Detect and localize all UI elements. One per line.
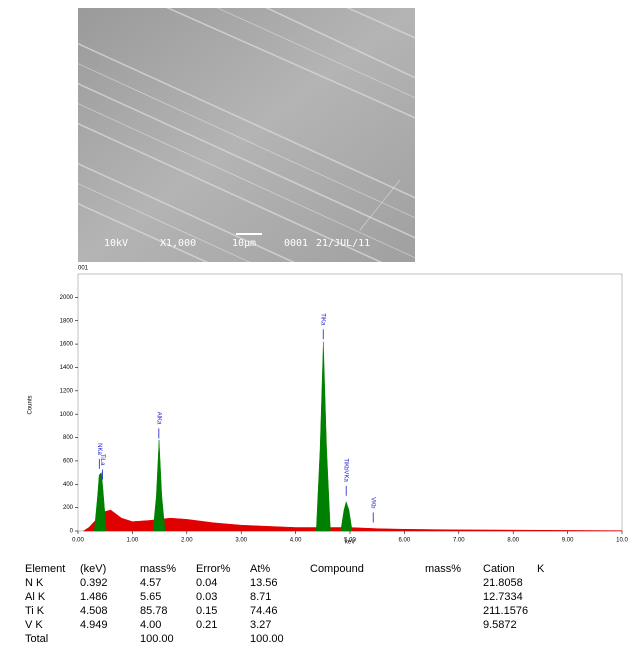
table-cell: Total xyxy=(25,633,48,645)
table-cell: 0.21 xyxy=(196,619,217,631)
table-cell: 4.57 xyxy=(140,577,161,589)
table-header: At% xyxy=(250,563,270,575)
x-axis-label: keV xyxy=(345,540,355,546)
table-cell: 9.5872 xyxy=(483,619,517,631)
x-tick-label: 1.00 xyxy=(127,538,139,544)
table-cell: 3.27 xyxy=(250,619,271,631)
table-cell: 100.00 xyxy=(140,633,174,645)
table-header: Element xyxy=(25,563,65,575)
table-cell: Ti K xyxy=(25,605,45,617)
x-tick-label: 3.00 xyxy=(235,538,247,544)
peak-label: TiLa xyxy=(99,454,105,466)
table-cell: 100.00 xyxy=(250,633,284,645)
table-cell: 4.508 xyxy=(80,605,108,617)
y-tick-label: 1000 xyxy=(60,412,74,418)
table-cell: 8.71 xyxy=(250,591,271,603)
table-cell: Al K xyxy=(25,591,46,603)
x-tick-label: 5.00 xyxy=(344,538,356,544)
x-tick-label: 6.00 xyxy=(399,538,411,544)
x-tick-label: 7.00 xyxy=(453,538,465,544)
table-cell: 0.03 xyxy=(196,591,217,603)
sem-caption: X1,000 xyxy=(160,238,196,249)
y-tick-label: 200 xyxy=(63,505,74,511)
peak-label: AlKa xyxy=(155,412,161,425)
spectrum-area xyxy=(340,500,353,532)
table-cell: 1.486 xyxy=(80,591,108,603)
table-cell: 4.00 xyxy=(140,619,161,631)
table-header: mass% xyxy=(140,563,176,575)
peak-label: TiKbVKa xyxy=(343,458,349,482)
y-tick-label: 0 xyxy=(70,529,74,535)
peak-label: VKb xyxy=(370,497,376,509)
table-cell: 12.7334 xyxy=(483,591,523,603)
x-tick-label: 10.0 xyxy=(616,538,628,544)
table-cell: 0.15 xyxy=(196,605,217,617)
table-header: K xyxy=(537,563,545,575)
table-cell: 0.04 xyxy=(196,577,217,589)
table-cell: N K xyxy=(25,577,44,589)
table-cell: 13.56 xyxy=(250,577,278,589)
x-tick-label: 9.00 xyxy=(562,538,574,544)
table-cell: 0.392 xyxy=(80,577,108,589)
spectrum-area xyxy=(82,509,623,532)
table-cell: 5.65 xyxy=(140,591,161,603)
table-cell: 74.46 xyxy=(250,605,278,617)
x-tick-label: 0.00 xyxy=(72,538,84,544)
y-tick-label: 2000 xyxy=(60,295,74,301)
x-tick-label: 4.00 xyxy=(290,538,302,544)
table-header: Cation xyxy=(483,563,515,575)
y-tick-label: 1600 xyxy=(60,342,74,348)
y-tick-label: 1200 xyxy=(60,388,74,394)
spectrum-area xyxy=(316,341,331,532)
table-cell: 85.78 xyxy=(140,605,168,617)
spectrum-area xyxy=(94,472,107,532)
y-tick-label: 1400 xyxy=(60,365,74,371)
sem-caption: 0001 xyxy=(284,238,308,249)
peak-label: TiKa xyxy=(320,313,326,326)
x-tick-label: 2.00 xyxy=(181,538,193,544)
table-cell: 21.8058 xyxy=(483,577,523,589)
table-header: Compound xyxy=(310,563,364,575)
table-cell: V K xyxy=(25,619,43,631)
table-header: mass% xyxy=(425,563,461,575)
x-tick-label: 8.00 xyxy=(507,538,519,544)
sem-caption: 21/JUL/11 xyxy=(316,238,370,249)
table-cell: 211.1576 xyxy=(483,605,528,617)
spectrum-area xyxy=(152,439,166,532)
y-tick-label: 600 xyxy=(63,458,74,464)
sem-caption: 10kV xyxy=(104,238,128,249)
y-tick-label: 400 xyxy=(63,482,74,488)
table-cell: 4.949 xyxy=(80,619,108,631)
y-axis-label: Counts xyxy=(28,395,34,414)
chart-title: 001 xyxy=(78,266,89,272)
y-tick-label: 800 xyxy=(63,435,74,441)
peak-label: NKa xyxy=(96,443,102,455)
y-tick-label: 1800 xyxy=(60,318,74,324)
table-header: Error% xyxy=(196,563,230,575)
table-header: (keV) xyxy=(80,563,106,575)
sem-caption: 10μm xyxy=(232,238,256,249)
sem-image: 10kV X1,000 10μm 0001 21/JUL/11 xyxy=(78,8,415,262)
